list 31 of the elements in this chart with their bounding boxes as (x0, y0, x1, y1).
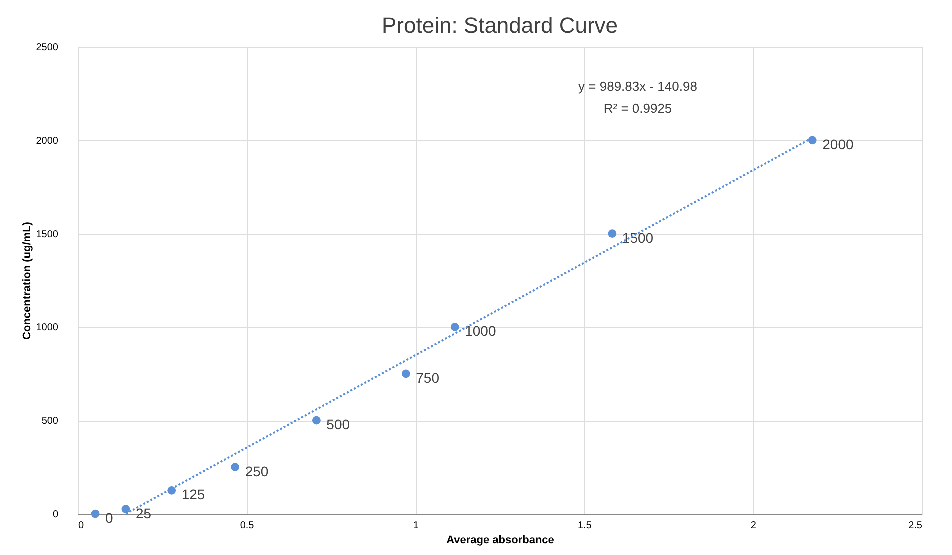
point (608, 230, 617, 238)
y-tick-label: 1500 (36, 229, 59, 240)
x-tick-label: 2 (750, 520, 757, 532)
point (91, 510, 100, 518)
data-label: 2000 (822, 136, 854, 152)
point (402, 370, 410, 378)
data-label: 250 (245, 463, 269, 480)
annotation: y = 989.83x - 140.98 (578, 79, 698, 94)
chart-title: Protein: Standard Curve (382, 13, 618, 38)
y-tick-label: 1000 (36, 322, 59, 334)
y-tick-label: 0 (52, 510, 59, 520)
point (450, 323, 460, 332)
data-label: 1000 (465, 323, 496, 340)
annotation: R² = 0.9925 (604, 101, 672, 116)
data-label: 125 (182, 486, 206, 503)
x-tick-label: 2.5 (908, 520, 923, 532)
x-tick-label: 1 (413, 520, 420, 532)
x-axis-title: Average absorbance (446, 534, 554, 546)
data-label: 750 (416, 370, 440, 386)
x-tick-label: 0 (78, 520, 84, 532)
x-tick-label: 1.5 (578, 520, 592, 532)
point (312, 416, 321, 425)
y-axis-title: Concentration (ug/mL) (21, 222, 34, 340)
point (122, 505, 130, 514)
y-tick-label: 500 (42, 416, 59, 428)
y-tick-label: 2500 (36, 42, 59, 54)
point (231, 463, 240, 472)
x-tick-label: 0.5 (240, 520, 255, 532)
y-tick-label: 2000 (36, 136, 59, 147)
point (808, 136, 817, 145)
data-label: 500 (326, 416, 350, 433)
